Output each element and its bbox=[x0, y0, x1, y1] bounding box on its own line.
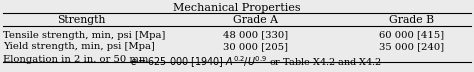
Text: 30 000 [205]: 30 000 [205] bbox=[223, 42, 288, 51]
Text: Strength: Strength bbox=[57, 15, 105, 25]
Text: Tensile strength, min, psi [Mpa]: Tensile strength, min, psi [Mpa] bbox=[3, 31, 165, 40]
Text: 35 000 [240]: 35 000 [240] bbox=[379, 42, 445, 51]
Text: Mechanical Properties: Mechanical Properties bbox=[173, 3, 301, 13]
Text: $e = 625\ 000\ [1940]\ A^{0.2}/U^{0.9}$ or Table X4.2 and X4.2: $e = 625\ 000\ [1940]\ A^{0.2}/U^{0.9}$ … bbox=[130, 55, 382, 70]
Text: 48 000 [330]: 48 000 [330] bbox=[223, 31, 289, 40]
Text: Grade B: Grade B bbox=[389, 15, 434, 25]
Text: Grade A: Grade A bbox=[233, 15, 278, 25]
Text: 60 000 [415]: 60 000 [415] bbox=[379, 31, 445, 40]
Text: Elongation in 2 in. or 50 mm: Elongation in 2 in. or 50 mm bbox=[3, 55, 148, 64]
Text: Yield strength, min, psi [Mpa]: Yield strength, min, psi [Mpa] bbox=[3, 42, 155, 51]
